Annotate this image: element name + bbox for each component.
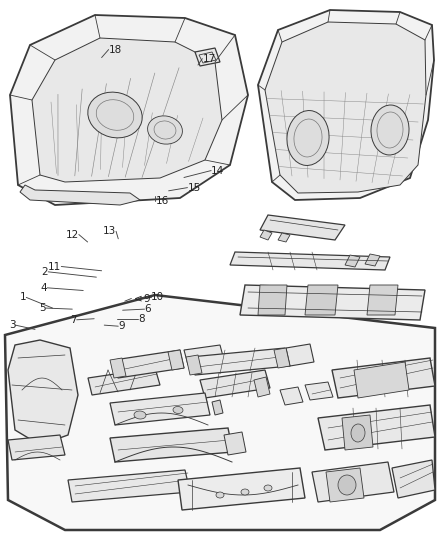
Ellipse shape: [148, 116, 182, 144]
Text: 6: 6: [145, 304, 151, 314]
Ellipse shape: [216, 492, 224, 498]
Polygon shape: [365, 254, 380, 266]
Polygon shape: [254, 377, 270, 397]
Text: 16: 16: [155, 197, 169, 206]
Polygon shape: [305, 285, 338, 315]
Polygon shape: [110, 393, 210, 425]
Text: 1: 1: [20, 293, 26, 302]
Polygon shape: [186, 355, 202, 375]
Polygon shape: [178, 468, 305, 510]
Ellipse shape: [264, 485, 272, 491]
Ellipse shape: [241, 489, 249, 495]
Polygon shape: [224, 432, 246, 455]
Polygon shape: [212, 400, 223, 415]
Text: 17: 17: [202, 54, 215, 63]
Polygon shape: [318, 405, 435, 450]
Polygon shape: [10, 15, 248, 205]
Ellipse shape: [134, 411, 146, 419]
Ellipse shape: [88, 92, 142, 138]
Polygon shape: [88, 368, 160, 395]
Polygon shape: [230, 252, 390, 270]
Text: 15: 15: [187, 183, 201, 192]
Text: 12: 12: [66, 230, 79, 239]
Ellipse shape: [351, 424, 365, 442]
Ellipse shape: [338, 475, 356, 495]
Ellipse shape: [371, 105, 409, 155]
Polygon shape: [342, 415, 373, 450]
Polygon shape: [332, 358, 435, 398]
Polygon shape: [200, 370, 270, 398]
Polygon shape: [110, 428, 233, 462]
Polygon shape: [32, 38, 222, 182]
Polygon shape: [260, 230, 272, 240]
Polygon shape: [312, 462, 394, 502]
Polygon shape: [305, 382, 333, 400]
Text: 14: 14: [211, 166, 224, 175]
Text: 4: 4: [41, 283, 47, 293]
Ellipse shape: [287, 110, 329, 165]
Polygon shape: [240, 285, 425, 320]
Polygon shape: [354, 362, 409, 398]
Polygon shape: [326, 468, 364, 502]
Polygon shape: [345, 255, 360, 267]
Text: 10: 10: [151, 293, 164, 302]
Polygon shape: [274, 348, 290, 368]
Polygon shape: [184, 345, 224, 365]
Polygon shape: [8, 435, 65, 460]
Polygon shape: [265, 22, 426, 193]
Polygon shape: [168, 350, 184, 370]
Text: 3: 3: [9, 320, 15, 330]
Text: 7: 7: [70, 315, 77, 325]
Polygon shape: [110, 358, 126, 378]
Polygon shape: [278, 233, 290, 242]
Polygon shape: [367, 285, 398, 315]
Text: 2: 2: [42, 267, 48, 277]
Text: 5: 5: [39, 303, 46, 313]
Polygon shape: [5, 295, 435, 530]
Polygon shape: [280, 387, 303, 405]
Polygon shape: [114, 350, 184, 378]
Polygon shape: [392, 460, 435, 498]
Polygon shape: [260, 215, 345, 240]
Polygon shape: [195, 48, 220, 66]
Polygon shape: [258, 10, 434, 200]
Text: $<$9: $<$9: [131, 293, 152, 304]
Text: 13: 13: [103, 227, 116, 236]
Polygon shape: [190, 348, 290, 375]
Text: 11: 11: [48, 262, 61, 271]
Polygon shape: [258, 285, 287, 315]
Ellipse shape: [173, 407, 183, 414]
Text: 8: 8: [138, 314, 145, 324]
Text: 18: 18: [109, 45, 122, 54]
Polygon shape: [20, 185, 140, 205]
Polygon shape: [286, 344, 314, 366]
Text: 9: 9: [118, 321, 125, 331]
Polygon shape: [68, 470, 190, 502]
Polygon shape: [8, 340, 78, 445]
